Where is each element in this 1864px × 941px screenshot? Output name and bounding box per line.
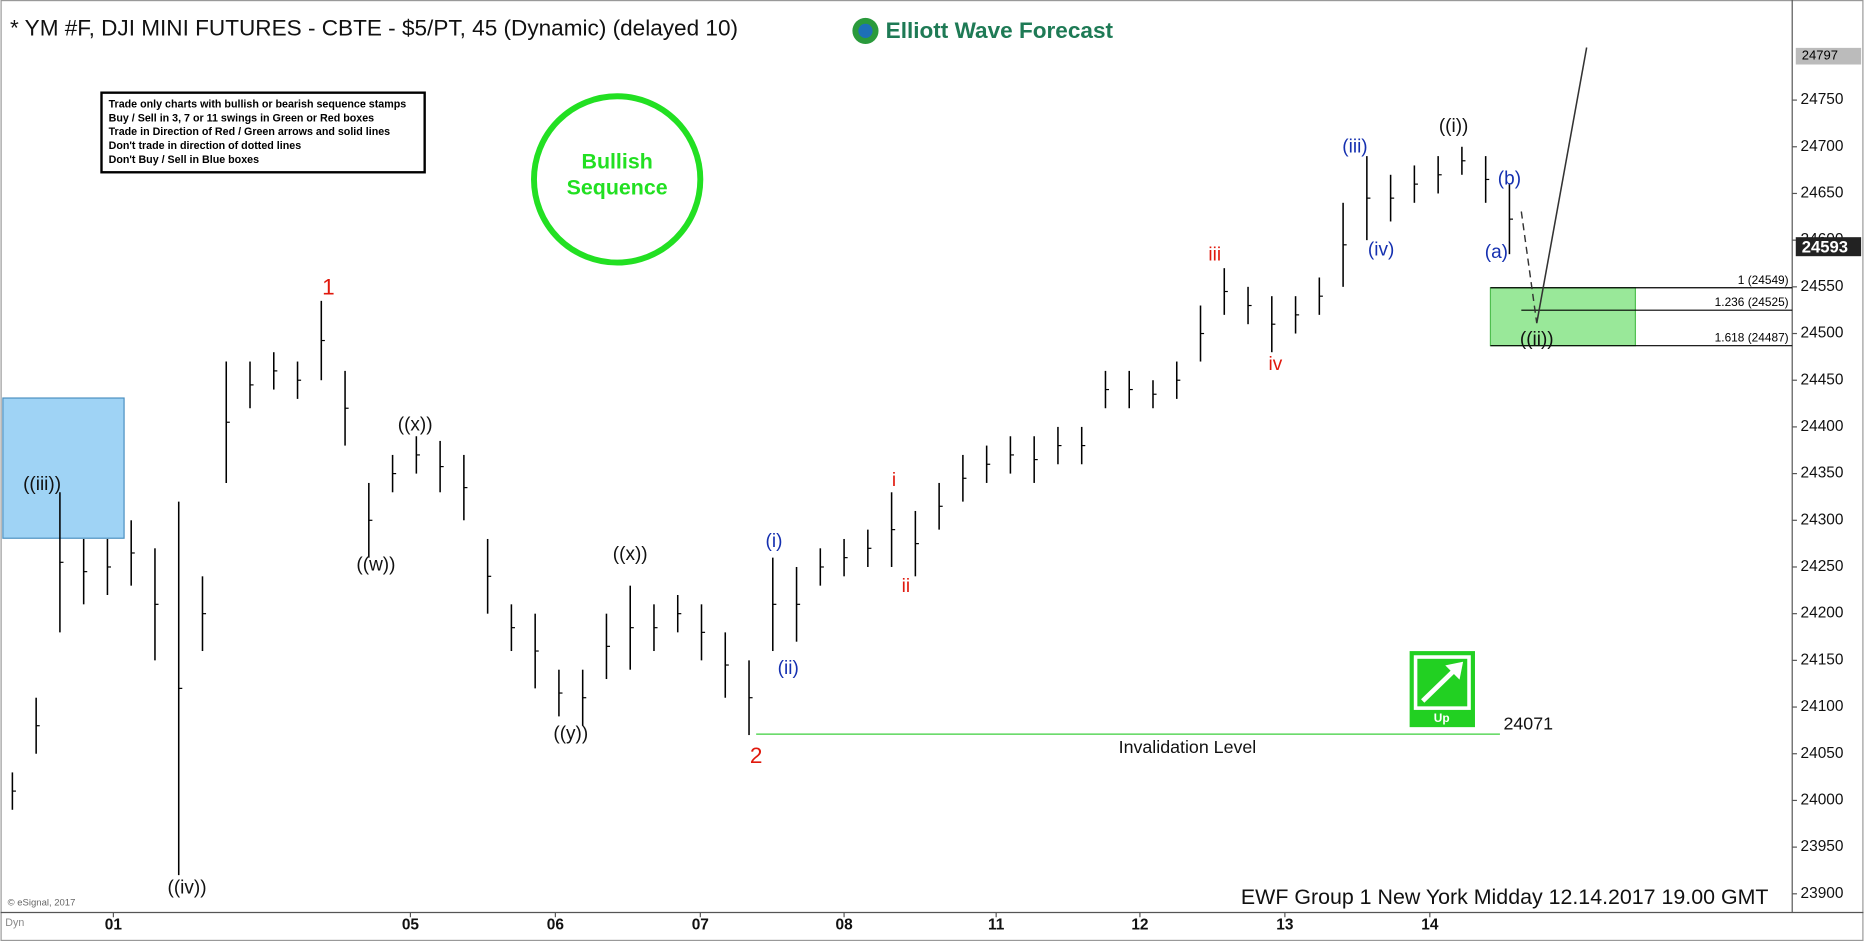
logo: Elliott Wave Forecast <box>852 17 1114 44</box>
y-tick-label: 24350 <box>1801 465 1844 482</box>
y-tick-label: 24400 <box>1801 418 1844 435</box>
rule-line: Don't Buy / Sell in Blue boxes <box>109 154 259 166</box>
x-tick-label: 06 <box>547 917 565 934</box>
wave-label: i <box>892 470 896 491</box>
wave-label: ((iv)) <box>168 878 207 899</box>
wave-label: ((x)) <box>613 544 648 565</box>
wave-label: 2 <box>750 743 763 768</box>
y-tick-label: 24750 <box>1801 91 1844 108</box>
stamp-circle <box>531 93 704 266</box>
chart-title: * YM #F, DJI MINI FUTURES - CBTE - $5/PT… <box>10 16 738 41</box>
rule-line: Trade in Direction of Red / Green arrows… <box>109 126 391 138</box>
projection-dotted <box>1520 211 1538 324</box>
y-tick-label: 24050 <box>1801 745 1844 762</box>
x-tick-label: 12 <box>1131 917 1148 934</box>
wave-label: (ii) <box>778 658 799 679</box>
blue-box <box>2 397 125 539</box>
up-icon-box <box>1409 651 1475 728</box>
rule-line: Don't trade in direction of dotted lines <box>109 140 302 152</box>
rules-box <box>100 91 426 174</box>
copyright: © eSignal, 2017 <box>8 897 76 908</box>
mode-label: Dyn <box>5 917 24 929</box>
invalidation-value: 24071 <box>1503 713 1553 733</box>
wave-label: ((y)) <box>553 723 588 744</box>
y-tick-label: 24300 <box>1801 511 1844 528</box>
x-tick-label: 14 <box>1421 917 1439 934</box>
y-tick-label: 24500 <box>1801 325 1844 342</box>
fib-zone <box>1489 287 1636 347</box>
wave-label: iii <box>1208 244 1221 265</box>
x-tick-label: 07 <box>692 917 709 934</box>
x-tick-label: 05 <box>402 917 420 934</box>
wave-label: iv <box>1269 354 1283 375</box>
up-icon: Up <box>1409 651 1475 728</box>
y-tick-label: 24650 <box>1801 185 1844 202</box>
stamp-text: Bullish <box>582 149 653 173</box>
y-tick-label: 24450 <box>1801 371 1844 388</box>
wave-label: (iii) <box>1342 136 1367 157</box>
wave-label: ((ii)) <box>1520 329 1554 350</box>
fib-level-label: 1.236 (24525) <box>1715 295 1789 309</box>
x-tick-label: 11 <box>988 917 1005 934</box>
y-tick-label: 24250 <box>1801 558 1844 575</box>
last-price-label: 24593 <box>1802 237 1848 256</box>
last-price-box <box>1795 237 1862 257</box>
up-icon-frame <box>1413 655 1471 710</box>
wave-label: ((w)) <box>356 555 395 576</box>
y-tick-label: 24150 <box>1801 651 1844 668</box>
projection-solid <box>1535 47 1588 324</box>
y-tick-label: 23950 <box>1801 838 1844 855</box>
x-tick-label: 08 <box>835 917 853 934</box>
y-tick-label: 24550 <box>1801 278 1844 295</box>
x-tick-label: 01 <box>105 917 123 934</box>
wave-label: ((x)) <box>398 414 433 435</box>
logo-text: Elliott Wave Forecast <box>886 18 1114 43</box>
x-tick-label: 13 <box>1276 917 1294 934</box>
wave-label: (iv) <box>1368 240 1394 261</box>
wave-label: (a) <box>1485 242 1508 263</box>
wave-label: ii <box>902 576 910 597</box>
rule-line: Trade only charts with bullish or bearis… <box>109 98 407 110</box>
footer: EWF Group 1 New York Midday 12.14.2017 1… <box>1241 885 1769 909</box>
y-tick-label: 24700 <box>1801 138 1844 155</box>
rule-line: Buy / Sell in 3, 7 or 11 swings in Green… <box>109 112 375 124</box>
high-tag-label: 24797 <box>1802 48 1838 63</box>
y-tick-label: 24200 <box>1801 605 1844 622</box>
invalidation-label: Invalidation Level <box>1119 737 1257 757</box>
high-tag-box <box>1795 47 1862 65</box>
wave-label: ((iii)) <box>23 474 61 495</box>
up-icon-arrowhead <box>1445 661 1464 680</box>
wave-label: 1 <box>322 275 335 300</box>
stamp-text: Sequence <box>567 176 668 200</box>
y-tick-label: 23900 <box>1801 885 1844 902</box>
logo-icon-inner <box>858 23 873 39</box>
wave-label: (b) <box>1498 168 1521 189</box>
y-tick-label: 24100 <box>1801 698 1844 715</box>
fib-level-label: 1 (24549) <box>1738 273 1789 287</box>
y-tick-label: 24000 <box>1801 792 1844 809</box>
fib-level-label: 1.618 (24487) <box>1715 331 1789 345</box>
up-icon-label: Up <box>1434 711 1450 725</box>
wave-label: ((i)) <box>1439 116 1469 137</box>
wave-label: (i) <box>766 531 783 552</box>
